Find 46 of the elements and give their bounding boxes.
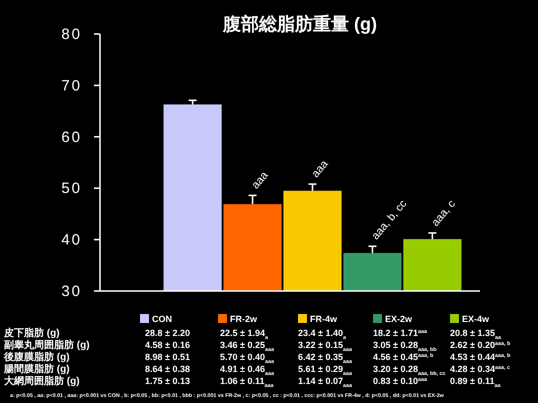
- legend-label: FR-2w: [230, 314, 258, 324]
- text: 1.14 ± 0.07$_{aaa}$: [298, 376, 353, 389]
- text: 3.05 ± 0.28$_{aaa, bb}$: [373, 340, 438, 353]
- annotation: aaa, c: [429, 198, 458, 229]
- text: 4.53 ± 0.44$^{aaa, b}$: [450, 352, 511, 362]
- text: 4.28 ± 0.34$^{aaa, c}$: [450, 364, 510, 374]
- legend-label: EX-2w: [385, 314, 414, 324]
- text: 22.5 ± 1.94$_{a}$: [220, 328, 269, 341]
- text: 腸間膜脂肪 (g): [3, 363, 70, 375]
- legend-label: FR-4w: [310, 314, 338, 324]
- text: 皮下脂肪 (g): [3, 327, 60, 339]
- chart-title: 腹部総脂肪重量 (g): [222, 14, 377, 34]
- y-tick-label: 30: [61, 283, 82, 300]
- y-tick-label: 40: [61, 232, 82, 249]
- text: 1.75 ± 0.13: [145, 376, 190, 386]
- text: 8.64 ± 0.38: [145, 364, 190, 374]
- annotation: aaa: [250, 168, 272, 192]
- text: 5.61 ± 0.29$_{aaa}$: [298, 364, 353, 377]
- text: 3.20 ± 0.28$_{aaa, bb, cc}$: [373, 364, 446, 377]
- text: 5.70 ± 0.40$_{aaa}$: [220, 352, 275, 365]
- legend-label: CON: [152, 314, 172, 324]
- text: 副睾丸周囲脂肪 (g): [4, 339, 90, 351]
- text: 18.2 ± 1.71$^{aaa}$: [373, 328, 428, 338]
- text: 4.58 ± 0.16: [145, 340, 190, 350]
- text: 3.46 ± 0.25$_{aaa}$: [220, 340, 275, 353]
- y-tick-label: 80: [61, 26, 82, 43]
- text: 20.8 ± 1.35$_{aa}$: [450, 328, 502, 341]
- text: 0.89 ± 0.11$_{aa}$: [450, 376, 502, 389]
- text: 28.8 ± 2.20: [145, 328, 190, 338]
- text: 1.06 ± 0.11$_{aaa}$: [220, 376, 274, 389]
- text: 大網周囲脂肪 (g): [3, 375, 80, 387]
- text: 4.56 ± 0.45$^{aaa, b}$: [373, 352, 434, 362]
- text: 0.83 ± 0.10$^{aaa}$: [373, 376, 428, 386]
- text: 23.4 ± 1.40$_{a}$: [298, 328, 347, 341]
- y-tick-label: 60: [61, 128, 82, 146]
- y-tick-label: 50: [61, 180, 82, 198]
- text: 後腹膜脂肪 (g): [3, 351, 70, 363]
- annotation: aaa: [310, 158, 332, 180]
- annotation: aaa, b, cc: [370, 198, 410, 242]
- text: 6.42 ± 0.35$_{aaa}$: [298, 352, 353, 365]
- legend-label: EX-4w: [462, 314, 490, 324]
- text: 4.91 ± 0.46$_{aaa}$: [220, 364, 275, 377]
- text: 8.98 ± 0.51: [145, 352, 190, 362]
- text: 2.62 ± 0.20$^{aaa, b}$: [450, 340, 511, 350]
- y-tick-label: 70: [61, 77, 82, 94]
- text: 3.22 ± 0.15$_{aaa}$: [298, 340, 353, 353]
